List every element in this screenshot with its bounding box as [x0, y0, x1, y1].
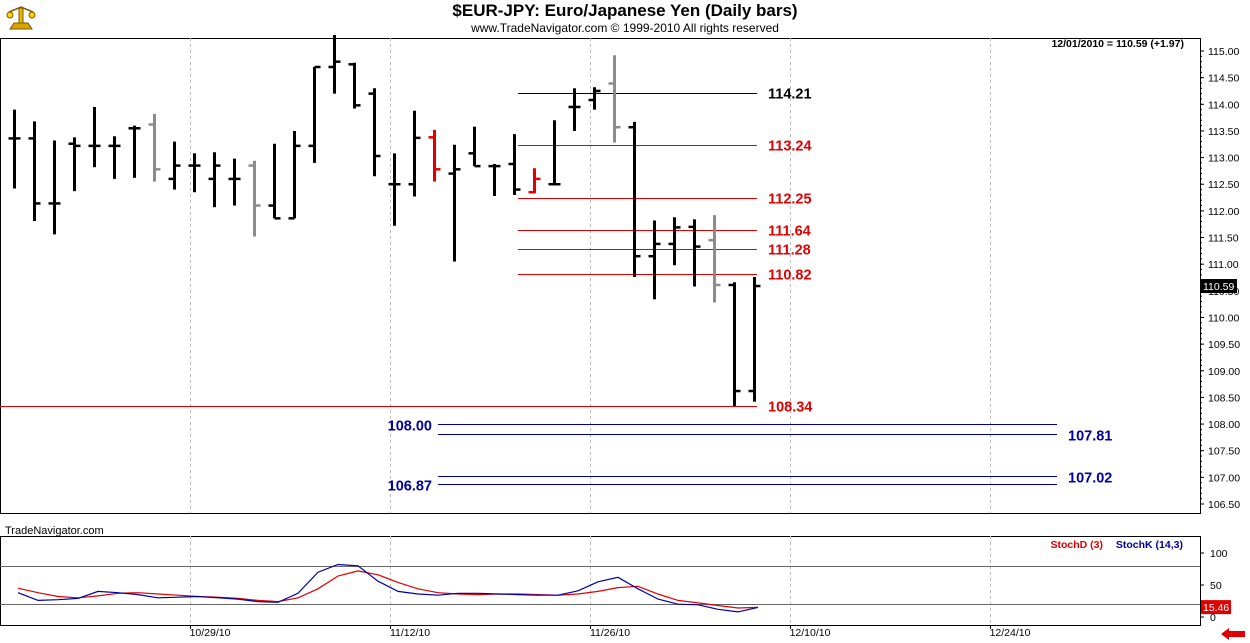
support-resistance-levels: 114.21 113.24 112.25 111.64 111.28 110.82 108.…	[0, 87, 1112, 495]
price-axis: 115.00 114.50 114.00 113.50 113.00 112.50 112.…	[1200, 46, 1240, 511]
ohlc-bar	[468, 126, 481, 168]
ohlc-bar	[108, 136, 121, 179]
ohlc-bar	[668, 217, 681, 266]
level-label: 110.82	[768, 268, 812, 284]
price-tick-label: 112.50	[1208, 179, 1239, 191]
level-label: 111.64	[768, 224, 811, 240]
ohlc-bar	[8, 109, 21, 189]
ohlc-bar	[68, 137, 81, 192]
stochastic-tick-label: 0	[1210, 612, 1216, 624]
ohlc-bar	[448, 144, 461, 262]
ohlc-bar	[688, 219, 701, 287]
stochastic-panel: 100 50 0 StochD (3) StochK (14,3) 15.46	[0, 539, 1231, 624]
ohlc-bar	[48, 140, 61, 235]
ohlc-bar	[168, 141, 181, 190]
ohlc-bar	[608, 55, 621, 143]
ohlc-bar	[748, 276, 761, 402]
price-tick-label: 113.50	[1208, 126, 1239, 138]
price-tick-label: 111.50	[1208, 233, 1239, 245]
ohlc-bar	[408, 110, 421, 197]
price-tick-label: 108.50	[1208, 392, 1240, 404]
ohlc-bar	[248, 160, 261, 237]
level-label: 114.21	[768, 87, 812, 103]
level-label: 107.02	[1068, 471, 1112, 487]
price-tick-label: 109.00	[1208, 366, 1240, 378]
date-axis: 10/29/10 11/12/10 11/26/10 12/10/10 12/24/10	[190, 625, 1031, 639]
price-tick-label: 107.00	[1208, 472, 1240, 484]
price-tick-label: 114.00	[1208, 99, 1239, 111]
date-tick-label: 11/12/10	[390, 627, 430, 639]
ohlc-bar	[308, 65, 321, 163]
level-label: 108.00	[388, 419, 432, 435]
chart-title: $EUR-JPY: Euro/Japanese Yen (Daily bars)	[452, 1, 798, 20]
price-tick-label: 115.00	[1208, 46, 1239, 58]
price-tick-label: 108.00	[1208, 419, 1240, 431]
price-tick-label: 110.00	[1208, 312, 1239, 324]
last-price-box	[1201, 279, 1237, 294]
level-label: 113.24	[768, 139, 812, 155]
ohlc-bar	[728, 282, 741, 406]
ohlc-bar	[568, 88, 581, 131]
stochastic-line	[17, 570, 759, 609]
stochastic-tick-label: 100	[1210, 548, 1228, 560]
ohlc-bar	[268, 143, 281, 220]
last-quote-text: 12/01/2010 = 110.59 (+1.97)	[1051, 38, 1184, 50]
back-arrow-icon[interactable]	[1220, 628, 1246, 640]
level-label: 112.25	[768, 192, 812, 208]
last-price-label: 110.59	[1203, 281, 1234, 293]
ohlc-bar	[128, 125, 141, 178]
price-tick-label: 112.00	[1208, 206, 1239, 218]
ohlc-bar	[588, 87, 601, 110]
level-label: 106.87	[388, 479, 432, 495]
ohlc-bar	[368, 88, 381, 177]
trading-logo-icon	[6, 6, 36, 30]
ohlc-bar	[648, 220, 661, 300]
date-tick-label: 10/29/10	[190, 627, 231, 639]
ohlc-bar	[188, 153, 201, 193]
ohlc-bars	[8, 35, 761, 406]
ohlc-bar	[28, 121, 41, 222]
price-tick-label: 113.00	[1208, 153, 1239, 165]
ohlc-bar	[148, 113, 161, 182]
legend-stochD: StochD (3)	[1051, 539, 1104, 551]
chart-subtitle: www.TradeNavigator.com © 1999-2010 All r…	[471, 21, 779, 35]
grid	[0, 38, 1201, 626]
date-tick-label: 12/24/10	[990, 627, 1031, 639]
level-label: 111.28	[768, 243, 811, 259]
ohlc-bar	[428, 129, 441, 182]
ohlc-bar	[228, 158, 241, 206]
level-label: 108.34	[768, 400, 812, 416]
ohlc-bar	[488, 163, 501, 196]
ohlc-bar	[88, 106, 101, 168]
price-tick-label: 106.50	[1208, 499, 1240, 511]
price-tick-label: 114.50	[1208, 73, 1239, 85]
stochastic-panel-frame	[0, 536, 1201, 626]
ohlc-bar	[708, 215, 721, 303]
price-panel-frame	[0, 38, 1201, 514]
date-tick-label: 11/26/10	[590, 627, 630, 639]
ohlc-bar	[328, 35, 341, 94]
ohlc-bar	[388, 153, 401, 226]
stochastic-last-value-box	[1201, 600, 1231, 615]
level-label: 107.81	[1068, 429, 1112, 445]
date-tick-label: 12/10/10	[790, 627, 831, 639]
ohlc-bar	[548, 120, 561, 186]
price-tick-label: 107.50	[1208, 446, 1240, 458]
ohlc-bar	[348, 62, 361, 109]
ohlc-bar	[528, 168, 541, 194]
watermark-text: TradeNavigator.com	[5, 525, 104, 537]
ohlc-bar	[288, 130, 301, 220]
stochastic-tick-label: 50	[1210, 580, 1222, 592]
ohlc-bar	[508, 134, 521, 195]
stochastic-last-value-label: 15.46	[1203, 602, 1229, 614]
ohlc-bar	[208, 152, 221, 208]
stochastic-line	[17, 563, 759, 613]
legend-stochK: StochK (14,3)	[1116, 539, 1183, 551]
price-tick-label: 111.00	[1208, 259, 1239, 271]
ohlc-bar	[628, 121, 641, 277]
price-tick-label: 109.50	[1208, 339, 1240, 351]
